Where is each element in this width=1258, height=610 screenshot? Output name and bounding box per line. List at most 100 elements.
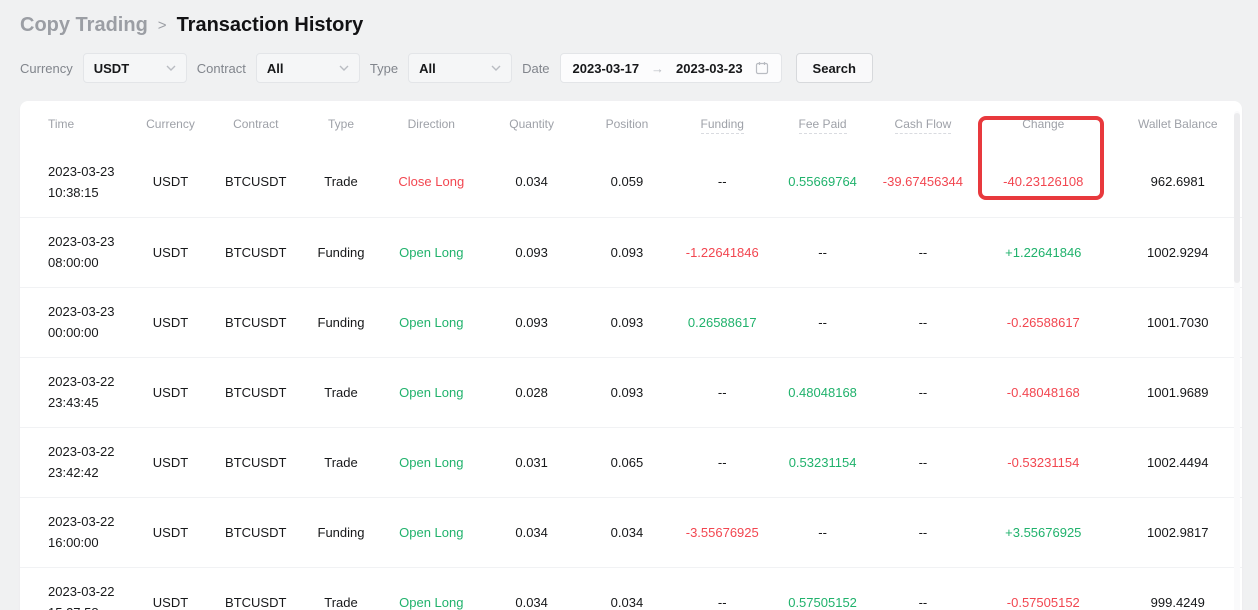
col-header-contract: Contract <box>233 117 279 131</box>
time-cell: 2023-03-23 10:38:15 <box>48 163 115 200</box>
table-row: 2023-03-22 23:42:42 USDT BTCUSDT Trade Op… <box>20 426 1242 497</box>
funding-cell: 0.26588617 <box>672 286 773 357</box>
scrollbar-thumb[interactable] <box>1234 113 1240 283</box>
currency-cell: USDT <box>130 566 211 610</box>
date-end-value[interactable]: 2023-03-23 <box>676 60 743 76</box>
transaction-table: Time Currency Contract Type Direction Qu… <box>20 101 1242 610</box>
fee-paid-cell: -- <box>772 216 873 287</box>
transaction-table-card: Time Currency Contract Type Direction Qu… <box>20 101 1242 610</box>
currency-cell: USDT <box>130 356 211 427</box>
direction-cell: Close Long <box>398 174 465 190</box>
contract-cell: BTCUSDT <box>225 174 287 190</box>
funding-cell: -3.55676925 <box>672 496 773 567</box>
col-header-time: Time <box>48 117 75 131</box>
currency-cell: USDT <box>130 286 211 357</box>
funding-cell: -- <box>717 174 727 190</box>
col-header-type: Type <box>328 117 355 131</box>
breadcrumb-parent-link[interactable]: Copy Trading <box>20 14 148 36</box>
cash-flow-cell: -- <box>872 496 974 567</box>
date-filter-label: Date <box>522 60 550 76</box>
change-cell: +3.55676925 <box>973 496 1114 567</box>
fee-paid-cell: -- <box>772 496 873 567</box>
type-cell: Trade <box>300 426 382 497</box>
table-row: 2023-03-23 00:00:00 USDT BTCUSDT Funding … <box>20 286 1242 357</box>
quantity-cell: 0.093 <box>481 216 582 287</box>
fee-paid-cell: 0.48048168 <box>772 356 873 427</box>
type-cell: Trade <box>300 356 382 427</box>
contract-cell: BTCUSDT <box>210 286 301 357</box>
direction-cell: Open Long <box>381 426 482 497</box>
contract-select[interactable]: All <box>255 53 360 83</box>
quantity-cell: 0.028 <box>481 356 582 427</box>
type-filter-label: Type <box>369 60 399 76</box>
currency-select[interactable]: USDT <box>82 53 187 83</box>
currency-cell: USDT <box>130 426 211 497</box>
col-header-change: Change <box>1022 117 1065 131</box>
search-button[interactable]: Search <box>795 53 873 83</box>
wallet-balance-cell: 962.6981 <box>1150 174 1205 190</box>
filter-bar: Currency USDT Contract All Type All Date… <box>0 47 1258 93</box>
col-header-funding: Funding <box>672 101 772 147</box>
currency-cell: USDT <box>130 496 211 567</box>
currency-cell: USDT <box>152 174 189 190</box>
cash-flow-cell: -- <box>872 566 974 610</box>
chevron-down-icon <box>166 65 176 71</box>
contract-cell: BTCUSDT <box>210 566 301 610</box>
change-cell: -40.23126108 <box>1003 174 1084 190</box>
wallet-balance-cell: 1002.9294 <box>1113 216 1242 287</box>
table-row: 2023-03-23 08:00:00 USDT BTCUSDT Funding … <box>20 216 1242 287</box>
col-header-quantity: Quantity <box>509 117 554 131</box>
position-cell: 0.093 <box>581 356 673 427</box>
cash-flow-cell: -- <box>872 426 974 497</box>
wallet-balance-cell: 1002.4494 <box>1113 426 1242 497</box>
date-start-value[interactable]: 2023-03-17 <box>572 60 640 76</box>
position-cell: 0.059 <box>610 174 644 190</box>
wallet-balance-cell: 999.4249 <box>1113 566 1242 610</box>
chevron-down-icon <box>339 65 349 71</box>
quantity-cell: 0.034 <box>481 566 582 610</box>
time-cell: 2023-03-2215:27:58 <box>20 566 131 610</box>
change-cell: -0.57505152 <box>973 566 1114 610</box>
fee-paid-cell: 0.55669764 <box>788 174 857 190</box>
contract-select-value: All <box>266 60 284 76</box>
date-range-picker[interactable]: 2023-03-17 → 2023-03-23 <box>559 53 782 83</box>
breadcrumb: Copy Trading > Transaction History <box>0 0 1258 47</box>
contract-cell: BTCUSDT <box>210 216 301 287</box>
table-row: 2023-03-23 10:38:15 USDT BTCUSDT Trade Cl… <box>20 147 1242 217</box>
contract-cell: BTCUSDT <box>210 496 301 567</box>
col-header-wallet-balance: Wallet Balance <box>1137 117 1218 131</box>
type-cell: Funding <box>300 216 382 287</box>
position-cell: 0.093 <box>581 286 673 357</box>
arrow-right-icon: → <box>651 60 665 76</box>
cash-flow-cell: -- <box>872 286 974 357</box>
fee-paid-cell: 0.53231154 <box>772 426 873 497</box>
time-cell: 2023-03-22 23:42:42 <box>20 426 131 497</box>
table-header-row: Time Currency Contract Type Direction Qu… <box>20 101 1242 147</box>
change-cell: +1.22641846 <box>973 216 1114 287</box>
table-row: 2023-03-2215:27:58 USDT BTCUSDT Trade Op… <box>20 566 1242 610</box>
direction-cell: Open Long <box>381 216 482 287</box>
col-header-currency: Currency <box>146 117 195 131</box>
type-select-value: All <box>419 60 436 76</box>
change-cell: -0.48048168 <box>973 356 1114 427</box>
col-header-position: Position <box>605 117 649 131</box>
contract-filter-label: Contract <box>196 60 246 76</box>
position-cell: 0.034 <box>581 566 673 610</box>
wallet-balance-cell: 1001.7030 <box>1113 286 1242 357</box>
contract-cell: BTCUSDT <box>210 356 301 427</box>
quantity-cell: 0.031 <box>481 426 582 497</box>
funding-cell: -- <box>672 426 773 497</box>
quantity-cell: 0.093 <box>481 286 582 357</box>
calendar-icon <box>755 61 769 75</box>
breadcrumb-separator: > <box>157 17 167 34</box>
direction-cell: Open Long <box>381 566 482 610</box>
type-cell: Trade <box>300 566 382 610</box>
type-select[interactable]: All <box>408 53 513 83</box>
time-cell: 2023-03-22 23:43:45 <box>20 356 131 427</box>
currency-select-value: USDT <box>93 60 130 76</box>
chevron-down-icon <box>491 65 501 71</box>
currency-filter-label: Currency <box>20 60 73 76</box>
direction-cell: Open Long <box>381 496 482 567</box>
type-cell: Trade <box>324 174 358 190</box>
currency-cell: USDT <box>130 216 211 287</box>
